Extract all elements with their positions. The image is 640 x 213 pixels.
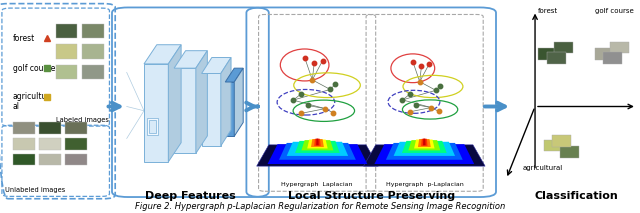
Polygon shape: [423, 139, 426, 145]
Polygon shape: [268, 144, 367, 164]
Bar: [39, 138, 61, 150]
Bar: [56, 65, 77, 79]
Polygon shape: [394, 142, 455, 156]
Bar: [82, 44, 104, 59]
Polygon shape: [418, 139, 431, 147]
Bar: [610, 42, 629, 53]
Text: Deep Features: Deep Features: [145, 191, 236, 201]
Bar: [13, 138, 35, 150]
Polygon shape: [414, 140, 435, 148]
Bar: [65, 138, 87, 150]
Polygon shape: [168, 45, 181, 162]
Polygon shape: [301, 140, 333, 150]
Bar: [544, 140, 563, 151]
Bar: [13, 122, 35, 134]
Bar: [547, 52, 566, 64]
Bar: [65, 122, 87, 134]
Bar: [552, 135, 571, 147]
Polygon shape: [402, 141, 447, 153]
Text: golf course: golf course: [595, 8, 634, 14]
Bar: [144, 64, 168, 162]
Bar: [560, 146, 579, 158]
Polygon shape: [314, 139, 321, 146]
Polygon shape: [225, 68, 243, 82]
Polygon shape: [364, 145, 485, 166]
Bar: [225, 82, 234, 136]
Polygon shape: [408, 140, 440, 150]
Bar: [595, 48, 614, 60]
Text: agricultur: agricultur: [13, 92, 51, 101]
Text: Unlabeled images: Unlabeled images: [5, 187, 65, 193]
Polygon shape: [196, 51, 207, 153]
Text: al: al: [13, 102, 20, 111]
Bar: [554, 42, 573, 53]
Bar: [65, 154, 87, 165]
Bar: [149, 120, 156, 133]
Polygon shape: [421, 139, 428, 146]
Polygon shape: [287, 142, 348, 156]
Bar: [39, 154, 61, 165]
Polygon shape: [174, 51, 207, 68]
Polygon shape: [234, 68, 243, 136]
Polygon shape: [279, 143, 356, 160]
Text: Hypergraph  Laplacian: Hypergraph Laplacian: [282, 182, 353, 187]
Bar: [82, 65, 104, 79]
Polygon shape: [316, 139, 319, 145]
Bar: [56, 44, 77, 59]
Polygon shape: [307, 140, 328, 148]
Bar: [147, 118, 158, 135]
Bar: [202, 73, 221, 146]
Polygon shape: [311, 139, 324, 147]
Text: Classification: Classification: [534, 191, 618, 201]
Polygon shape: [257, 145, 378, 166]
Polygon shape: [202, 58, 231, 73]
Polygon shape: [386, 143, 463, 160]
Text: forest: forest: [538, 8, 557, 14]
Bar: [56, 24, 77, 38]
Text: forest: forest: [13, 34, 35, 43]
Polygon shape: [295, 141, 340, 153]
Bar: [82, 24, 104, 38]
Text: Figure 2. Hypergraph p-Laplacian Regularization for Remote Sensing Image Recogni: Figure 2. Hypergraph p-Laplacian Regular…: [135, 202, 505, 211]
Bar: [39, 122, 61, 134]
Polygon shape: [221, 58, 231, 146]
Polygon shape: [374, 144, 474, 164]
Bar: [174, 68, 196, 153]
Bar: [13, 154, 35, 165]
Text: Local Structure Preserving: Local Structure Preserving: [287, 191, 455, 201]
Bar: [538, 48, 557, 60]
Text: Hypergraph  p-Laplacian: Hypergraph p-Laplacian: [386, 182, 463, 187]
Text: golf course: golf course: [13, 64, 55, 73]
Text: Labeled images: Labeled images: [56, 117, 109, 123]
Text: agricultural: agricultural: [523, 165, 563, 171]
Polygon shape: [144, 45, 181, 64]
Bar: [603, 52, 622, 64]
